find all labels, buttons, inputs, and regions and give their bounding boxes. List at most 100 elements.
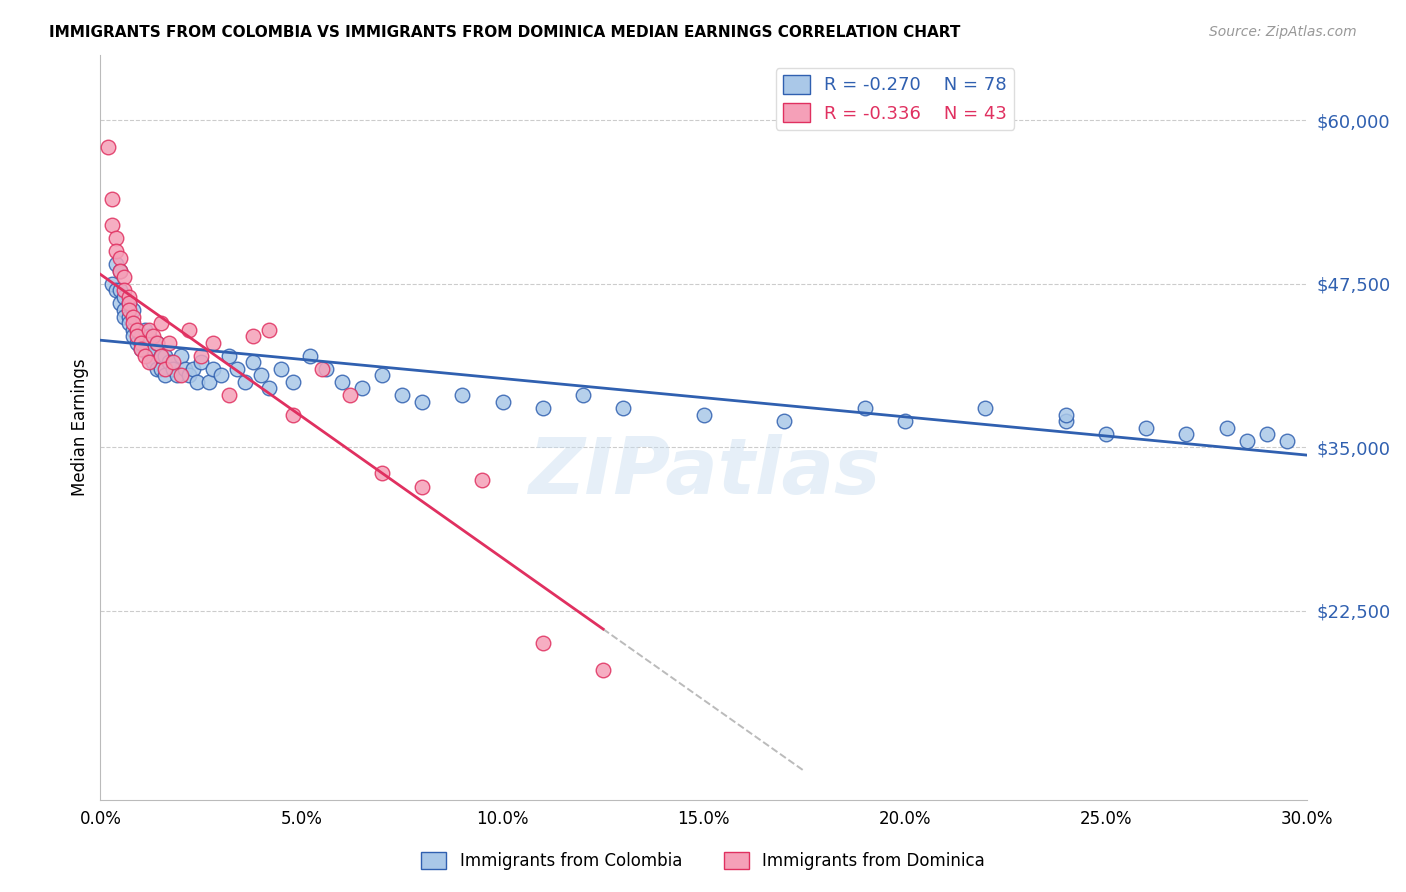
Point — [259, 381, 281, 395]
Point — [101, 218, 124, 232]
Point — [145, 362, 167, 376]
Text: IMMIGRANTS FROM COLOMBIA VS IMMIGRANTS FROM DOMINICA MEDIAN EARNINGS CORRELATION: IMMIGRANTS FROM COLOMBIA VS IMMIGRANTS F… — [49, 25, 960, 40]
Point — [201, 362, 224, 376]
Point — [411, 479, 433, 493]
Point — [233, 375, 256, 389]
Point — [181, 362, 204, 376]
Point — [114, 290, 136, 304]
Point — [1054, 414, 1077, 428]
Point — [153, 362, 176, 376]
Point — [259, 323, 281, 337]
Point — [110, 264, 132, 278]
Point — [190, 355, 212, 369]
Point — [149, 362, 172, 376]
Point — [153, 349, 176, 363]
Point — [491, 394, 513, 409]
Point — [153, 368, 176, 383]
Point — [138, 355, 160, 369]
Point — [166, 368, 188, 383]
Point — [773, 414, 796, 428]
Point — [121, 303, 143, 318]
Point — [142, 355, 165, 369]
Point — [974, 401, 997, 415]
Point — [129, 343, 152, 357]
Point — [149, 316, 172, 330]
Point — [226, 362, 249, 376]
Point — [1236, 434, 1258, 448]
Point — [391, 388, 413, 402]
Point — [201, 335, 224, 350]
Point — [531, 401, 554, 415]
Point — [121, 329, 143, 343]
Point — [283, 375, 305, 389]
Text: ZIPatlas: ZIPatlas — [527, 434, 880, 510]
Point — [105, 257, 128, 271]
Point — [121, 316, 143, 330]
Point — [339, 388, 361, 402]
Point — [121, 323, 143, 337]
Point — [177, 368, 200, 383]
Point — [853, 401, 876, 415]
Point — [451, 388, 474, 402]
Point — [129, 335, 152, 350]
Point — [1054, 408, 1077, 422]
Point — [125, 329, 148, 343]
Point — [114, 270, 136, 285]
Point — [138, 349, 160, 363]
Point — [117, 296, 139, 310]
Legend: R = -0.270    N = 78, R = -0.336    N = 43: R = -0.270 N = 78, R = -0.336 N = 43 — [776, 68, 1015, 130]
Point — [572, 388, 595, 402]
Point — [105, 244, 128, 259]
Point — [218, 349, 240, 363]
Point — [298, 349, 321, 363]
Text: Source: ZipAtlas.com: Source: ZipAtlas.com — [1209, 25, 1357, 39]
Point — [190, 349, 212, 363]
Point — [110, 251, 132, 265]
Point — [1275, 434, 1298, 448]
Point — [134, 349, 156, 363]
Point — [157, 355, 180, 369]
Point — [125, 335, 148, 350]
Point — [134, 323, 156, 337]
Point — [177, 323, 200, 337]
Point — [142, 329, 165, 343]
Point — [283, 408, 305, 422]
Point — [1215, 420, 1237, 434]
Point — [129, 329, 152, 343]
Point — [1175, 427, 1198, 442]
Point — [138, 329, 160, 343]
Point — [186, 375, 208, 389]
Point — [170, 349, 193, 363]
Point — [157, 335, 180, 350]
Point — [117, 303, 139, 318]
Point — [129, 335, 152, 350]
Point — [117, 310, 139, 324]
Point — [110, 296, 132, 310]
Point — [692, 408, 714, 422]
Point — [114, 303, 136, 318]
Point — [350, 381, 373, 395]
Y-axis label: Median Earnings: Median Earnings — [72, 359, 89, 497]
Point — [1095, 427, 1118, 442]
Point — [101, 277, 124, 291]
Point — [592, 663, 614, 677]
Point — [110, 284, 132, 298]
Point — [371, 467, 394, 481]
Point — [531, 636, 554, 650]
Point — [471, 473, 494, 487]
Point — [162, 355, 184, 369]
Point — [105, 284, 128, 298]
Point — [149, 349, 172, 363]
Point — [121, 310, 143, 324]
Point — [330, 375, 353, 389]
Point — [1135, 420, 1157, 434]
Legend: Immigrants from Colombia, Immigrants from Dominica: Immigrants from Colombia, Immigrants fro… — [415, 845, 991, 877]
Point — [612, 401, 634, 415]
Point — [242, 329, 264, 343]
Point — [134, 335, 156, 350]
Point — [145, 335, 167, 350]
Point — [411, 394, 433, 409]
Point — [270, 362, 292, 376]
Point — [170, 368, 193, 383]
Point — [218, 388, 240, 402]
